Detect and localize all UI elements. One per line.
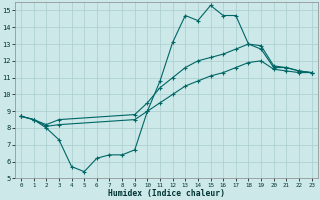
X-axis label: Humidex (Indice chaleur): Humidex (Indice chaleur): [108, 189, 225, 198]
